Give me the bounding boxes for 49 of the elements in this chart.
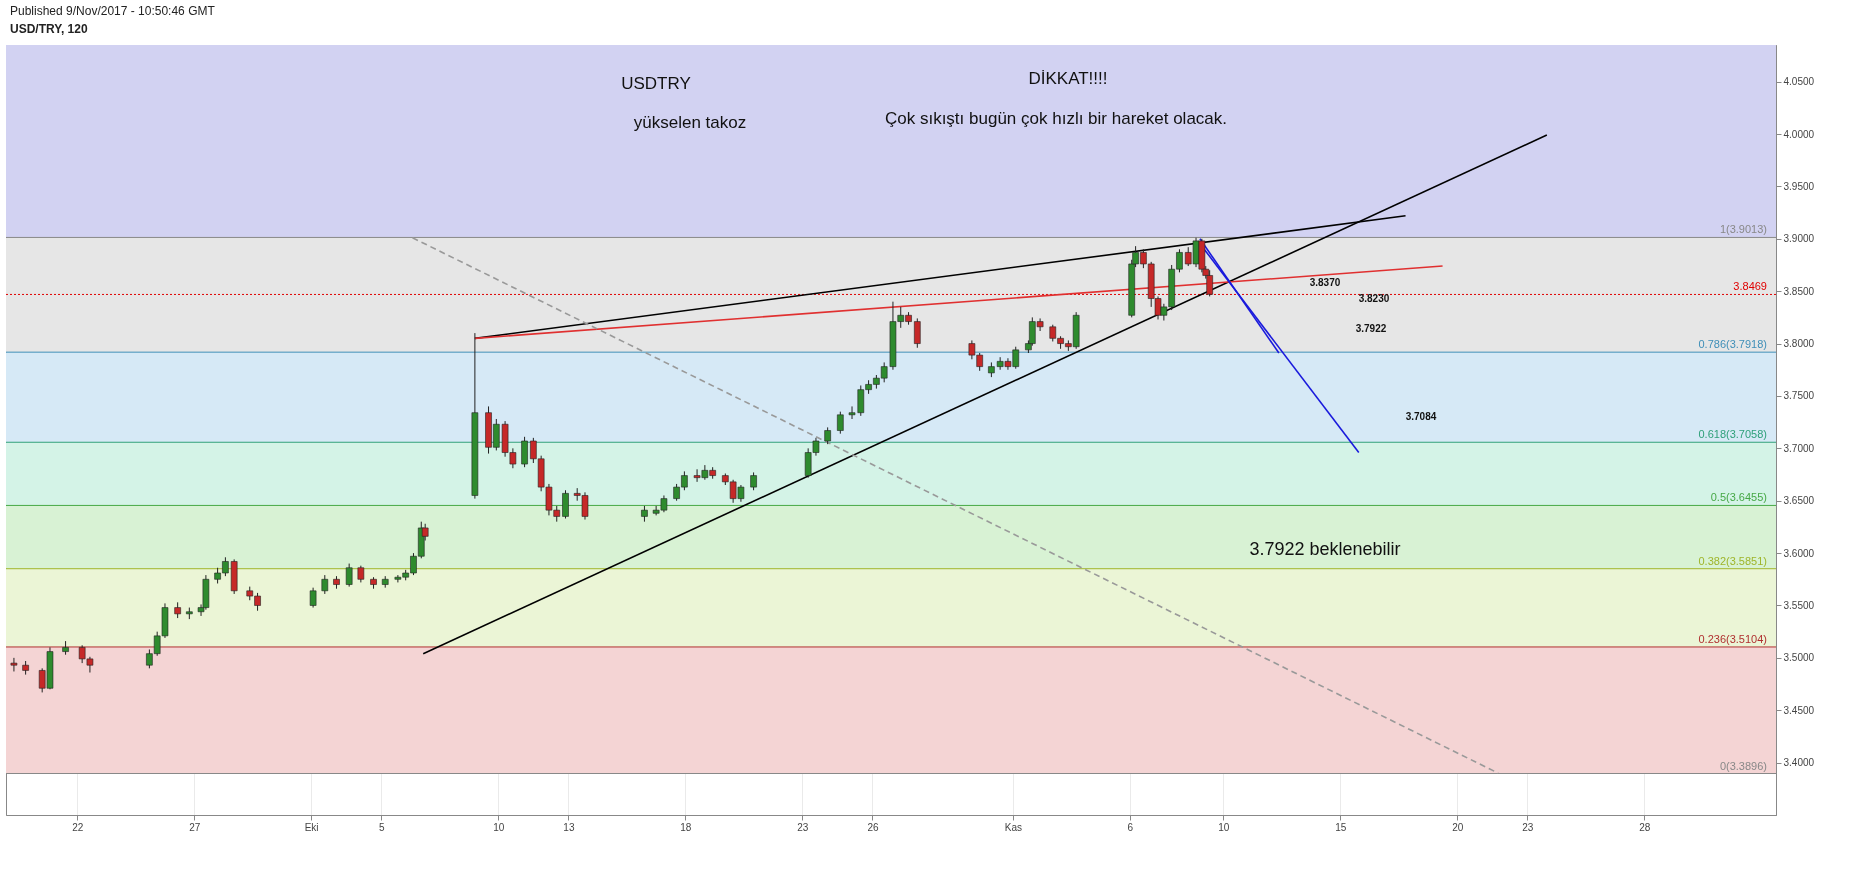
annotation: Çok sıkıştı bugün çok hızlı bir hareket olacak. bbox=[884, 109, 1228, 128]
x-tick-label: Kas bbox=[1004, 821, 1022, 833]
y-tick-label: 3.6000 bbox=[1783, 547, 1815, 559]
y-tick-label: 4.0500 bbox=[1783, 76, 1815, 88]
annotation: 3.7084 bbox=[1405, 411, 1437, 422]
y-tick-label: 3.7500 bbox=[1783, 390, 1815, 402]
x-tick-label: 13 bbox=[563, 821, 575, 833]
x-tick-label: 28 bbox=[1639, 821, 1651, 833]
chart-subtitle: Published 9/Nov/2017 - 10:50:46 GMT bbox=[9, 3, 216, 18]
ref-line-label: 0.618(3.7058) bbox=[1698, 428, 1767, 441]
annotation: yükselen takoz bbox=[633, 113, 747, 132]
ref-line-label: 3.8469 bbox=[1733, 280, 1767, 293]
y-tick-label: 3.9000 bbox=[1783, 233, 1815, 245]
x-tick-label: 22 bbox=[72, 821, 84, 833]
y-tick-label: 3.9500 bbox=[1783, 180, 1815, 192]
annotation: USDTRY bbox=[621, 74, 691, 93]
x-tick-label: 5 bbox=[379, 821, 386, 833]
ref-line-label: 0(3.3896) bbox=[1719, 759, 1767, 772]
y-tick-label: 4.0000 bbox=[1783, 128, 1815, 140]
x-tick-label: 10 bbox=[1218, 821, 1230, 833]
x-tick-label: Eki bbox=[304, 821, 319, 833]
x-tick-label: 27 bbox=[189, 821, 201, 833]
ref-line-label: 0.236(3.5104) bbox=[1698, 632, 1767, 645]
ref-line-label: 0.786(3.7918) bbox=[1698, 338, 1767, 351]
y-tick-label: 3.4000 bbox=[1783, 757, 1815, 769]
y-tick-label: 3.6500 bbox=[1783, 495, 1815, 507]
y-tick-label: 3.5500 bbox=[1783, 599, 1815, 611]
ref-line-label: 0.382(3.5851) bbox=[1698, 554, 1767, 567]
x-tick-label: 6 bbox=[1127, 821, 1134, 833]
x-tick-label: 15 bbox=[1335, 821, 1347, 833]
ref-line-label: 0.5(3.6455) bbox=[1710, 491, 1767, 504]
annotation: DİKKAT!!!! bbox=[1028, 69, 1108, 88]
x-tick-label: 23 bbox=[1522, 821, 1534, 833]
y-tick-label: 3.4500 bbox=[1783, 704, 1815, 716]
x-tick-label: 10 bbox=[493, 821, 505, 833]
annotation: 3.8230 bbox=[1358, 293, 1390, 304]
annotation: 3.8370 bbox=[1309, 277, 1341, 288]
y-tick-label: 3.8000 bbox=[1783, 338, 1815, 350]
y-tick-label: 3.5000 bbox=[1783, 652, 1815, 664]
x-tick-label: 20 bbox=[1452, 821, 1464, 833]
annotation: 3.7922 bbox=[1355, 323, 1387, 334]
ref-line-label: 1(3.9013) bbox=[1719, 223, 1767, 236]
y-tick-label: 3.8500 bbox=[1783, 285, 1815, 297]
y-tick-label: 3.7000 bbox=[1783, 442, 1815, 454]
chart-title: USD/TRY, 120 bbox=[9, 21, 89, 38]
x-tick-label: 18 bbox=[680, 821, 692, 833]
x-tick-label: 26 bbox=[867, 821, 879, 833]
annotation: 3.7922 beklenebilir bbox=[1249, 539, 1401, 559]
x-tick-label: 23 bbox=[797, 821, 809, 833]
